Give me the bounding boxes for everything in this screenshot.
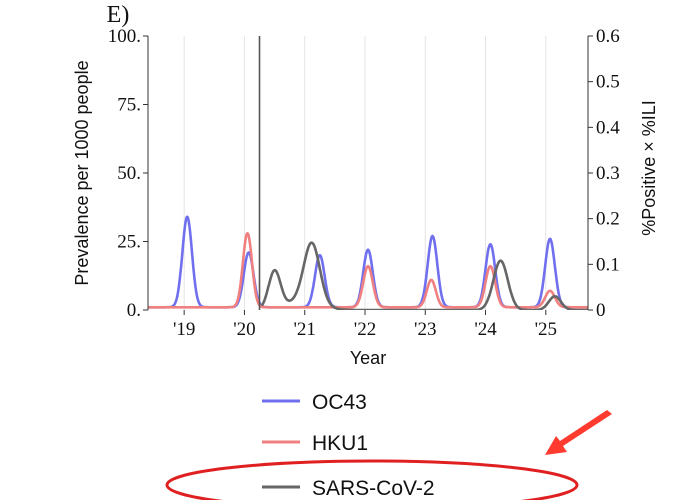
x-tick-label: '22 [354, 319, 376, 340]
legend-label: HKU1 [312, 432, 368, 455]
x-tick-label: '24 [474, 319, 497, 340]
x-tick-label: '21 [293, 319, 315, 340]
series-lines [148, 215, 588, 310]
y-tick-label: 0. [127, 300, 141, 321]
y-tick-label: 50. [117, 163, 141, 184]
y-right-tick-label: 0 [596, 300, 606, 321]
x-tick-label: '19 [173, 319, 195, 340]
legend-label: SARS-CoV-2 [312, 477, 435, 500]
x-tick-label: '20 [233, 319, 255, 340]
axes [147, 36, 589, 310]
y-right-tick-label: 0.2 [596, 209, 620, 230]
y-tick-label: 75. [117, 95, 141, 116]
highlight-ellipse [165, 459, 579, 500]
x-tick-label: '25 [535, 319, 557, 340]
y-axis-right-label: %Positive × %ILI [639, 100, 659, 236]
tick-labels: '19 '20 '21 '22 '23 '24 '25 0. 25. 50. 75. 100. 0 0.1… [108, 26, 621, 340]
y-right-tick-label: 0.3 [596, 163, 620, 184]
y-right-tick-label: 0.4 [596, 117, 620, 138]
grid-lines [183, 36, 547, 310]
panel-label: E) [107, 2, 130, 28]
annotation [165, 410, 612, 500]
x-tick-label: '23 [414, 319, 436, 340]
y-right-tick-label: 0.1 [596, 254, 620, 275]
x-axis-label: Year [350, 348, 386, 368]
y-right-tick-label: 0.5 [596, 72, 620, 93]
y-tick-label: 25. [117, 232, 141, 253]
red-arrow-icon [545, 410, 612, 455]
legend: OC43 HKU1 SARS-CoV-2 [262, 391, 435, 500]
series-line-hku1 [148, 232, 588, 309]
y-tick-label: 100. [108, 26, 141, 47]
series-line-oc43 [148, 215, 588, 309]
y-axis-label: Prevalence per 1000 people [72, 60, 92, 285]
series-line-sars-cov-2 [261, 241, 588, 310]
y-right-tick-label: 0.6 [596, 26, 620, 47]
legend-label: OC43 [312, 391, 367, 414]
